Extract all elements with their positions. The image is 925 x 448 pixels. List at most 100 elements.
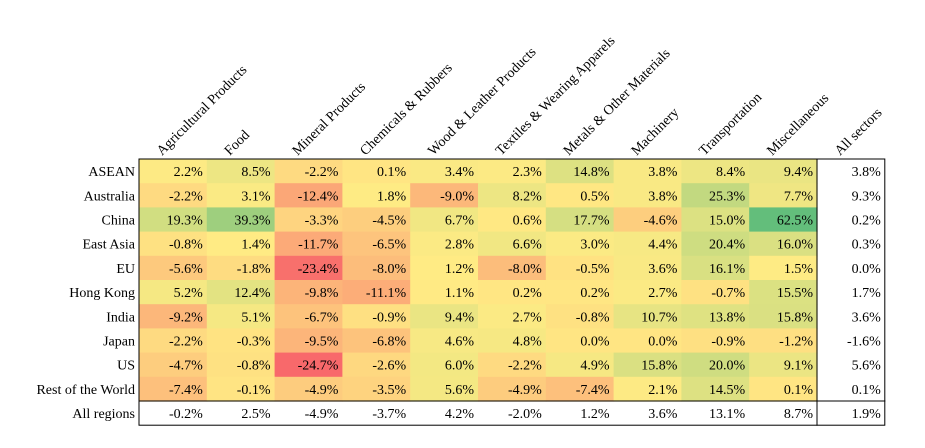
row-label: East Asia — [83, 238, 136, 253]
heatmap-cell — [139, 183, 208, 208]
cell-value-label: -0.8% — [237, 359, 271, 374]
heatmap-cell — [749, 304, 818, 329]
heatmap-cell — [410, 159, 479, 184]
cell-value-label: -7.4% — [169, 383, 203, 398]
cell-value-label: 4.9% — [580, 359, 610, 374]
heatmap-cell — [342, 376, 411, 402]
cell-value-label: -6.8% — [372, 335, 406, 350]
cell-value-label: 4.8% — [513, 335, 543, 350]
cell-value-label: -6.5% — [372, 238, 406, 253]
heatmap-cell — [342, 159, 411, 184]
heatmap-cell — [206, 255, 276, 281]
cell-value-label: -4.6% — [644, 214, 678, 229]
cell-value-label: -8.0% — [372, 262, 406, 277]
heatmap-cell — [681, 280, 750, 305]
cell-value-label: -4.9% — [508, 383, 542, 398]
heatmap-cell — [410, 352, 479, 378]
heatmap-cell — [613, 159, 682, 184]
heatmap-cell — [613, 304, 682, 329]
cell-value-label: 16.0% — [777, 238, 814, 253]
cell-value-label: -23.4% — [298, 262, 339, 277]
cell-value-label: 6.0% — [445, 359, 475, 374]
row-label: Hong Kong — [69, 286, 135, 301]
column-label: Textiles & Wearing Apparels — [493, 34, 618, 159]
cell-value-label: -2.2% — [169, 189, 203, 204]
heatmap-cell — [274, 183, 343, 208]
heatmap-cell — [342, 183, 411, 208]
cell-value-label: 0.2% — [513, 286, 543, 301]
cell-value-label: -0.7% — [711, 286, 745, 301]
cell-value-label: -7.4% — [576, 383, 610, 398]
cell-value-label: 2.7% — [513, 310, 543, 325]
cell-value-label: 10.7% — [641, 310, 678, 325]
heatmap-cell — [749, 352, 818, 378]
cell-value-label: 0.0% — [852, 262, 882, 277]
heatmap-cell — [410, 304, 479, 329]
heatmap-cell — [478, 376, 547, 402]
cell-value-label: -9.0% — [440, 189, 474, 204]
heatmap-cell — [681, 376, 750, 402]
heatmap-cell — [139, 280, 208, 305]
cell-value-label: -2.0% — [508, 407, 542, 422]
cell-value-label: -0.8% — [169, 238, 203, 253]
cell-value-label: 20.4% — [709, 238, 746, 253]
heatmap-cell — [206, 304, 276, 329]
cell-value-label: -24.7% — [298, 359, 339, 374]
heatmap-cell — [681, 352, 750, 378]
cell-value-label: 8.4% — [716, 165, 746, 180]
cell-value-label: 2.2% — [174, 165, 204, 180]
cell-value-label: 0.2% — [852, 214, 882, 229]
heatmap-cell — [342, 280, 411, 305]
cell-value-label: -2.2% — [508, 359, 542, 374]
heatmap-cell — [139, 328, 208, 354]
cell-value-label: 3.8% — [852, 165, 882, 180]
cell-value-label: 2.3% — [513, 165, 543, 180]
cell-value-label: -1.6% — [847, 335, 881, 350]
heatmap-cell — [749, 328, 818, 354]
cell-value-label: 8.2% — [513, 189, 543, 204]
heatmap-cell — [681, 207, 750, 233]
cell-value-label: 0.5% — [580, 189, 610, 204]
heatmap-cell — [342, 231, 411, 257]
cell-value-label: 0.3% — [852, 238, 882, 253]
cell-value-label: 3.0% — [580, 238, 610, 253]
cell-value-label: 20.0% — [709, 359, 746, 374]
heatmap-cell — [749, 231, 818, 257]
cell-value-label: -1.2% — [779, 335, 813, 350]
cell-value-label: 4.6% — [445, 335, 475, 350]
heatmap-cell — [749, 280, 818, 305]
column-label: Machinery — [629, 105, 682, 158]
cell-value-label: 5.2% — [174, 286, 204, 301]
heatmap-cell — [206, 280, 276, 305]
cell-value-label: -0.8% — [576, 310, 610, 325]
cell-value-label: 0.2% — [580, 286, 610, 301]
heatmap-cell — [342, 207, 411, 233]
cell-value-label: -9.2% — [169, 310, 203, 325]
cell-value-label: 1.4% — [241, 238, 271, 253]
heatmap-cell — [139, 376, 208, 402]
row-label: ASEAN — [88, 165, 135, 180]
heatmap-cell — [613, 255, 682, 281]
cell-value-label: 2.7% — [648, 286, 678, 301]
heatmap-cell — [749, 159, 818, 184]
cell-value-label: 39.3% — [234, 214, 271, 229]
heatmap-cell — [274, 304, 343, 329]
cell-value-label: 6.6% — [513, 238, 543, 253]
heatmap-cell — [545, 376, 615, 402]
heatmap-cell — [274, 280, 343, 305]
heatmap-cell — [478, 183, 547, 208]
cell-value-label: -2.2% — [169, 335, 203, 350]
heatmap-cell — [342, 255, 411, 281]
heatmap-cell — [410, 207, 479, 233]
cell-value-label: -9.5% — [305, 335, 339, 350]
cell-value-label: -0.5% — [576, 262, 610, 277]
column-label: All sectors — [832, 106, 885, 159]
cell-value-label: -2.6% — [372, 359, 406, 374]
heatmap-cell — [139, 255, 208, 281]
heatmap-cell — [613, 376, 682, 402]
heatmap-cell — [681, 183, 750, 208]
cell-value-label: -3.5% — [372, 383, 406, 398]
cell-value-label: 4.2% — [445, 407, 475, 422]
heatmap-cell — [478, 255, 547, 281]
